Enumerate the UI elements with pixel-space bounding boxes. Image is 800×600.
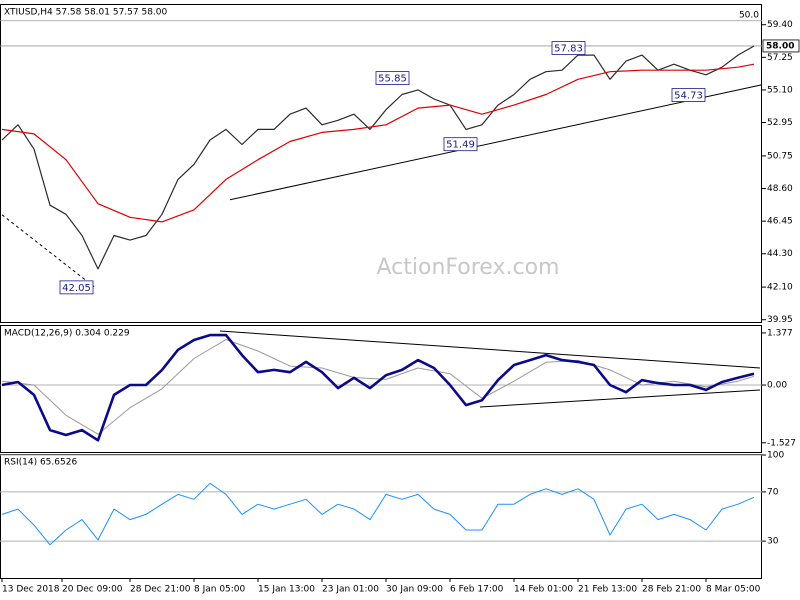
series-line	[1, 333, 755, 442]
y-tick-label: 50.75	[767, 151, 793, 161]
macd-panel-frame	[0, 325, 762, 453]
annotation-box	[375, 71, 410, 85]
panel-title: RSI(14) 65.6526	[4, 458, 77, 468]
annotation-label: 51.49	[446, 140, 475, 151]
annotation-label: 57.83	[554, 44, 583, 55]
y-tick-label: 30	[767, 537, 779, 547]
annotation-box	[59, 280, 94, 295]
annotation-label: 55.85	[378, 74, 407, 85]
panel-title: XTIUSD,H4 57.58 58.01 57.57 58.00	[4, 8, 168, 18]
x-tick-label: 8 Mar 05:00	[706, 585, 761, 595]
annotation-label: 54.73	[674, 91, 703, 102]
y-tick-label: 48.60	[767, 184, 793, 194]
series-line	[1, 45, 755, 270]
x-tick-label: 15 Jan 13:00	[258, 585, 315, 595]
price-label-box	[762, 39, 800, 53]
panel-title: MACD(12,26,9) 0.304 0.229	[4, 329, 130, 339]
y-tick-label: 52.95	[767, 118, 793, 128]
trend-line	[1, 214, 95, 288]
x-tick-label: 20 Dec 09:00	[62, 585, 123, 595]
y-tick-label: 39.95	[767, 315, 793, 325]
x-tick-label: 8 Jan 05:00	[194, 585, 246, 595]
annotation-label: 42.05	[62, 283, 91, 294]
x-tick-label: 23 Jan 01:00	[322, 585, 379, 595]
series-line	[1, 63, 755, 223]
y-tick-label: 1.377	[767, 328, 793, 338]
y-tick-label: 46.45	[767, 217, 793, 227]
series-line	[1, 339, 755, 435]
annotation-box	[551, 41, 586, 55]
trend-line	[219, 330, 761, 369]
y-tick-label: -1.527	[767, 438, 796, 448]
x-tick-label: 21 Feb 13:00	[578, 585, 637, 595]
x-tick-label: 13 Dec 2018	[2, 585, 60, 595]
level-label: 50.0	[739, 10, 759, 20]
price-panel-frame	[0, 4, 762, 323]
y-tick-label: 55.10	[767, 85, 793, 95]
watermark: ActionForex.com	[377, 255, 560, 280]
y-tick-label: 100	[767, 451, 784, 461]
y-tick-label: 44.30	[767, 249, 793, 259]
x-tick-label: 14 Feb 01:00	[514, 585, 573, 595]
trend-line	[229, 84, 763, 201]
series-line	[1, 482, 755, 546]
trend-line	[479, 389, 761, 408]
x-tick-label: 6 Feb 17:00	[450, 585, 504, 595]
y-tick-label: 70	[767, 487, 779, 497]
x-tick-label: 28 Feb 21:00	[642, 585, 701, 595]
y-tick-label: 59.40	[767, 20, 793, 30]
price-label: 58.00	[766, 41, 794, 51]
y-tick-label: 0.00	[767, 381, 787, 391]
y-tick-label: 42.10	[767, 283, 793, 293]
annotation-box	[443, 137, 478, 152]
x-tick-label: 30 Jan 09:00	[386, 585, 443, 595]
y-tick-label: 57.25	[767, 53, 793, 63]
x-tick-label: 28 Dec 21:00	[130, 585, 191, 595]
annotation-box	[671, 88, 706, 102]
